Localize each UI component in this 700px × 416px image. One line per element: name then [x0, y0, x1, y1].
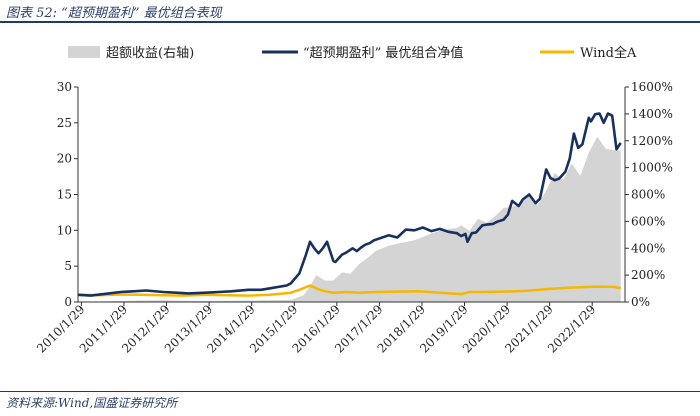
series-wind-all-a-line: [77, 284, 621, 297]
source-note: 资料来源:Wind,国盛证券研究所: [6, 396, 178, 410]
title-rule: [0, 21, 700, 23]
left-tick-label: 25: [57, 116, 72, 130]
legend: 超额收益(右轴) “超预期盈利” 最优组合净值 Wind全A: [68, 45, 637, 61]
right-tick-label: 600%: [631, 214, 665, 228]
left-tick-label: 10: [57, 223, 72, 237]
figure-title: 图表 52: “超预期盈利” 最优组合表现: [6, 6, 222, 21]
legend-label-wind: Wind全A: [580, 45, 637, 61]
right-axis-ticks: 0% 200% 400% 600% 800% 1000% 1200% 1400% 1600%: [625, 80, 673, 309]
right-tick-label: 1200%: [631, 134, 673, 148]
left-tick-label: 15: [57, 188, 72, 202]
left-tick-label: 0: [64, 295, 72, 309]
left-axis-ticks: 0 5 10 15 20 25 30: [57, 80, 78, 309]
x-axis-ticks: 2010/1/292011/1/292012/1/292013/1/292014…: [34, 302, 598, 356]
legend-label-excess-return: 超额收益(右轴): [106, 46, 194, 61]
right-tick-label: 1000%: [631, 161, 673, 175]
area-layer: [78, 136, 621, 302]
legend-label-portfolio: “超预期盈利” 最优组合净值: [303, 45, 463, 61]
right-tick-label: 800%: [631, 188, 665, 202]
left-tick-label: 5: [64, 259, 72, 273]
right-tick-label: 200%: [631, 268, 665, 282]
left-tick-label: 30: [57, 80, 72, 94]
left-tick-label: 20: [57, 152, 72, 166]
series-excess-return-area: [78, 136, 621, 302]
right-tick-label: 0%: [631, 295, 650, 309]
line-layer: [77, 112, 622, 297]
legend-swatch-area: [68, 46, 100, 58]
series-portfolio-line: [77, 112, 622, 297]
right-tick-label: 1600%: [631, 80, 673, 94]
source-rule: [0, 391, 700, 392]
right-tick-label: 400%: [631, 241, 665, 255]
right-tick-label: 1400%: [631, 107, 673, 121]
